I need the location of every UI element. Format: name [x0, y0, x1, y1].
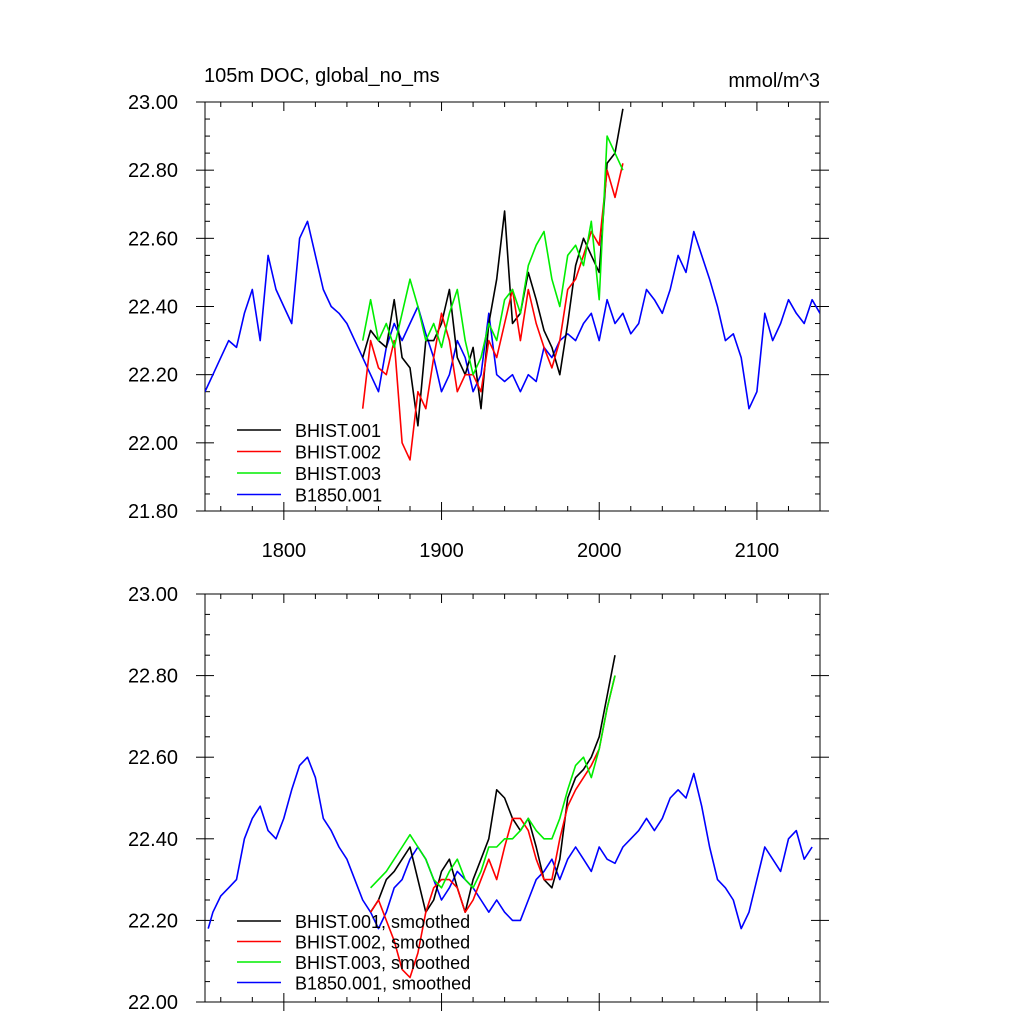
- y-tick-label: 22.00: [128, 992, 178, 1014]
- legend-label: BHIST.002: [295, 443, 381, 463]
- chart-title: 105m DOC, global_no_ms: [204, 65, 440, 87]
- legend-label: BHIST.003, smoothed: [295, 953, 470, 973]
- y-tick-label: 23.00: [128, 92, 178, 114]
- series-line: [370, 675, 616, 889]
- series-line: [361, 163, 624, 461]
- legend-label: BHIST.001, smoothed: [295, 912, 470, 932]
- y-tick-label: 22.40: [128, 829, 178, 851]
- x-tick-label: 1900: [419, 540, 464, 562]
- series-line: [361, 108, 624, 427]
- legend-label: B1850.001, smoothed: [295, 974, 471, 994]
- top-panel: 105m DOC, global_no_ms mmol/m^3 1800 1900…: [128, 65, 829, 562]
- legend-label: B1850.001: [295, 486, 382, 506]
- series-line: [207, 756, 813, 930]
- y-tick-label: 22.80: [128, 160, 178, 182]
- series-line: [361, 135, 624, 376]
- series-line: [205, 220, 820, 410]
- series-line: [369, 655, 616, 914]
- x-tick-label: 2100: [735, 540, 780, 562]
- legend-label: BHIST.002, smoothed: [295, 933, 470, 953]
- legend-label: BHIST.001: [295, 421, 381, 441]
- y-tick-label: 22.20: [128, 365, 178, 387]
- y-tick-label: 22.80: [128, 666, 178, 688]
- y-tick-label: 22.00: [128, 433, 178, 455]
- y-tick-label: 22.20: [128, 910, 178, 932]
- bottom-panel: 22.00 22.20 22.40 22.60 22.80 23.00 BHIST.001,…: [128, 584, 829, 1014]
- legend-label: BHIST.003: [295, 464, 381, 484]
- y-tick-label: 22.40: [128, 297, 178, 319]
- y-tick-label: 22.60: [128, 228, 178, 250]
- y-tick-label: 21.80: [128, 501, 178, 523]
- x-tick-label: 2000: [577, 540, 622, 562]
- y-tick-label: 22.60: [128, 747, 178, 769]
- y-tick-label: 23.00: [128, 584, 178, 606]
- x-tick-label: 1800: [262, 540, 307, 562]
- series-line: [369, 675, 616, 979]
- units-label: mmol/m^3: [728, 70, 820, 92]
